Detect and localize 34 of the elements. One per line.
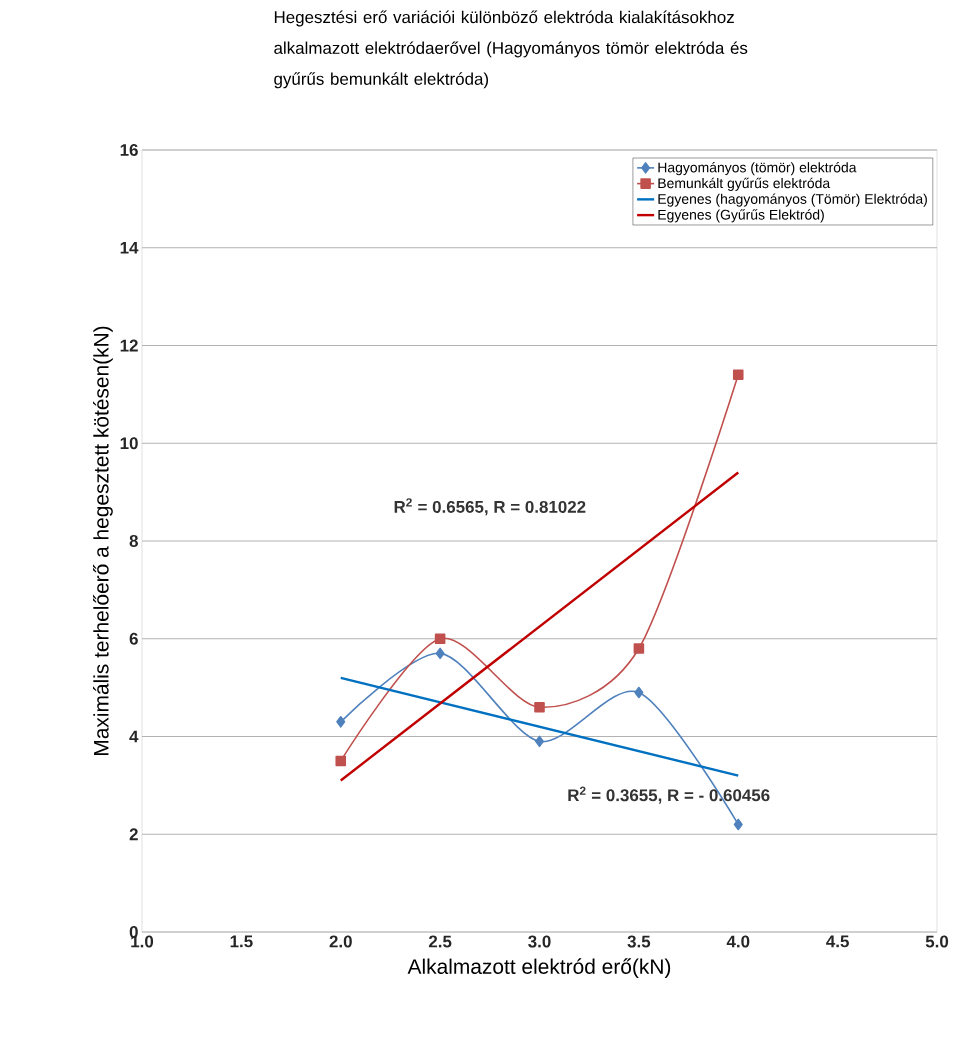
- x-tick-label: 4.5: [826, 935, 849, 948]
- x-tick-label: 2.5: [428, 935, 452, 948]
- point: [336, 716, 346, 728]
- y-tick-label: 4: [129, 730, 139, 743]
- y-tick-label: 10: [120, 437, 138, 450]
- legend-label: Bemunkált gyűrűs elektróda: [658, 177, 831, 191]
- x-tick-label: 2.0: [329, 935, 352, 948]
- legend-label: Hagyományos (tömör) elektróda: [658, 161, 857, 176]
- point: [434, 633, 446, 645]
- point: [335, 755, 347, 767]
- y-tick-label: 8: [129, 534, 138, 547]
- annotation: R$^{2}$ = 0.6565, R = 0.81022: [394, 498, 586, 516]
- point: [732, 369, 744, 381]
- y-tick-label: 6: [129, 632, 138, 645]
- point: [435, 647, 445, 660]
- point: [534, 701, 545, 713]
- y-tick-label: 16: [120, 143, 138, 156]
- x-tick-label: 3.5: [627, 935, 651, 948]
- x-tick-label: 3.0: [528, 935, 551, 948]
- legend-label: Egyenes (Gyűrűs Elektród): [658, 209, 824, 223]
- point: [534, 735, 545, 748]
- x-tick-label: 1.5: [230, 935, 253, 948]
- legend-label: Egyenes (hagyományos (Tömör) Elektróda): [658, 193, 927, 207]
- y-tick-label: 12: [120, 339, 138, 352]
- x-tick-label: 4.0: [726, 935, 750, 948]
- y-tick-label: 14: [120, 241, 139, 254]
- y-axis-title: Maximális terhelőerő a hegesztett kötésen(kN): [93, 326, 113, 755]
- point: [634, 686, 644, 699]
- x-tick-label: 5.0: [925, 935, 949, 948]
- y-tick-label: 2: [129, 828, 138, 841]
- point: [733, 818, 743, 831]
- point: [633, 643, 645, 654]
- chart-title: Hegesztési erő variációi különböző elektróda kialakításokhoz alkalmazott elektródaerővel (Hagyományos tömör elektróda és gyűrűs bemunkált elektróda): [274, 10, 748, 89]
- x-axis-title: Alkalmazott elektród erő(kN): [407, 958, 671, 979]
